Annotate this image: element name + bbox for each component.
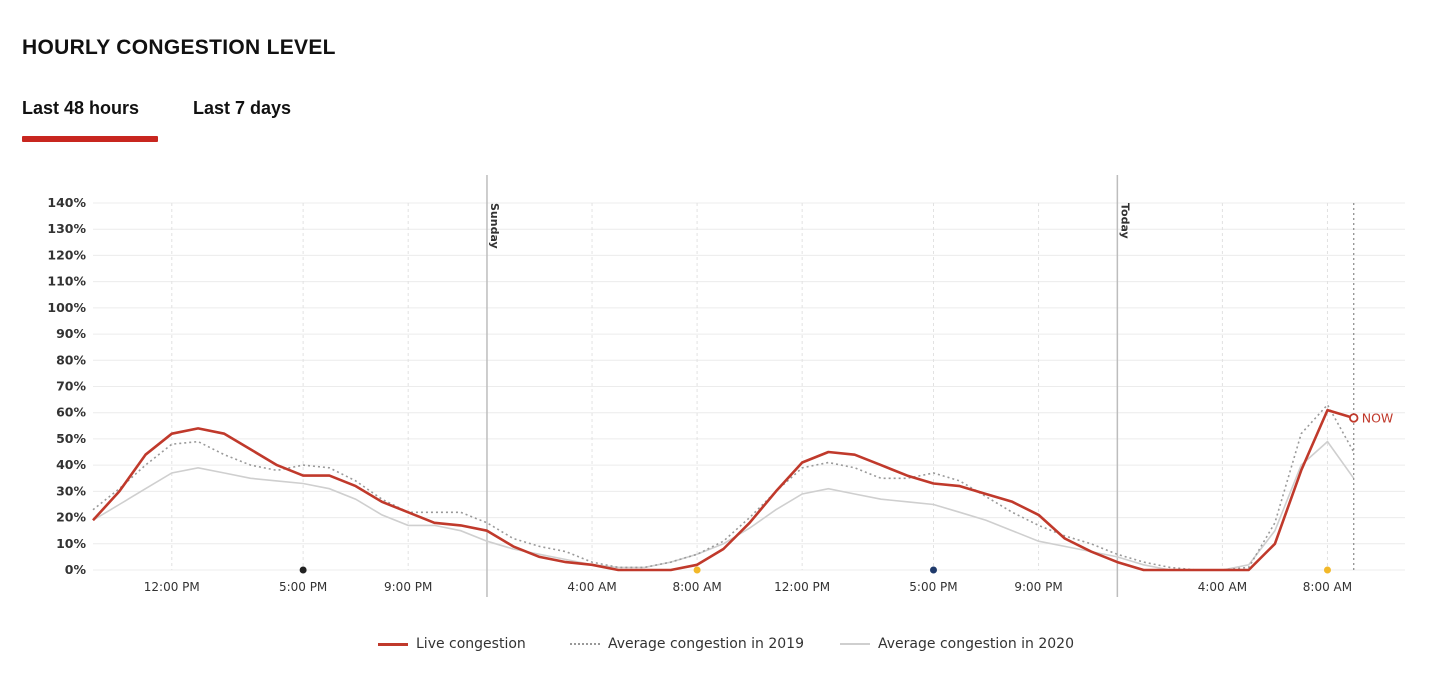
- y-tick-label: 110%: [47, 274, 86, 289]
- now-marker: NOW: [1349, 203, 1394, 570]
- tab-last-48-hours[interactable]: Last 48 hours: [22, 98, 140, 118]
- y-tick-label: 0%: [65, 562, 87, 577]
- event-dot: [693, 566, 701, 574]
- day-marker-label: Today: [1118, 203, 1131, 239]
- x-tick-label: 8:00 AM: [1303, 580, 1352, 594]
- x-tick-label: 4:00 AM: [1198, 580, 1247, 594]
- y-tick-label: 70%: [56, 379, 86, 394]
- y-tick-label: 120%: [47, 247, 86, 262]
- chart-legend: Live congestion Average congestion in 20…: [0, 636, 1435, 660]
- x-axis: 12:00 PM 5:00 PM 9:00 PM 4:00 AM 8:00 AM 12:0…: [144, 580, 1352, 594]
- legend-swatch-2019: [570, 643, 600, 645]
- legend-item-live: Live congestion: [378, 636, 526, 652]
- x-tick-label: 12:00 PM: [144, 580, 200, 594]
- x-tick-label: 12:00 PM: [774, 580, 830, 594]
- x-tick-label: 5:00 PM: [279, 580, 327, 594]
- day-markers: Sunday Today: [486, 175, 1131, 597]
- series-line-2020: [92, 440, 1355, 571]
- x-tick-label: 8:00 AM: [672, 580, 721, 594]
- series-line-live: [92, 408, 1355, 572]
- legend-item-2019: Average congestion in 2019: [570, 636, 804, 652]
- legend-label-2019: Average congestion in 2019: [608, 636, 804, 652]
- y-tick-label: 10%: [56, 536, 86, 551]
- x-tick-label: 5:00 PM: [909, 580, 957, 594]
- y-tick-label: 30%: [56, 483, 86, 498]
- active-tab-indicator: [22, 136, 158, 142]
- y-tick-label: 130%: [47, 221, 86, 236]
- y-tick-label: 140%: [47, 195, 86, 210]
- legend-swatch-live: [378, 642, 408, 646]
- series-line-2019: [92, 403, 1355, 571]
- congestion-chart: 0% 10% 20% 30% 40% 50% 60% 70% 80% 90% 100% 110% 120…: [47, 175, 1405, 597]
- event-dots: [299, 566, 1331, 574]
- now-label: NOW: [1362, 410, 1394, 425]
- y-tick-label: 100%: [47, 300, 86, 315]
- x-tick-label: 4:00 AM: [567, 580, 616, 594]
- y-tick-label: 20%: [56, 510, 86, 525]
- tab-last-7-days[interactable]: Last 7 days: [193, 98, 292, 118]
- y-axis: 0% 10% 20% 30% 40% 50% 60% 70% 80% 90% 100% 110% 120…: [47, 195, 86, 577]
- legend-item-2020: Average congestion in 2020: [840, 636, 1074, 652]
- y-tick-label: 50%: [56, 431, 86, 446]
- y-tick-label: 90%: [56, 326, 86, 341]
- legend-label-2020: Average congestion in 2020: [878, 636, 1074, 652]
- y-tick-label: 40%: [56, 457, 86, 472]
- y-tick-label: 80%: [56, 352, 86, 367]
- x-tick-label: 9:00 PM: [384, 580, 432, 594]
- legend-swatch-2020: [840, 643, 870, 645]
- legend-label-live: Live congestion: [416, 636, 526, 652]
- time-range-tabs: Last 48 hours Last 7 days: [22, 98, 422, 148]
- page-title: HOURLY CONGESTION LEVEL: [22, 36, 336, 59]
- day-marker-label: Sunday: [488, 203, 501, 249]
- now-point: [1349, 413, 1359, 423]
- x-tick-label: 9:00 PM: [1014, 580, 1062, 594]
- event-dot: [929, 566, 937, 574]
- event-dot: [1323, 566, 1331, 574]
- event-dot: [299, 566, 307, 574]
- chart-grid: [93, 202, 1405, 571]
- y-tick-label: 60%: [56, 405, 86, 420]
- chart-series: [92, 403, 1355, 572]
